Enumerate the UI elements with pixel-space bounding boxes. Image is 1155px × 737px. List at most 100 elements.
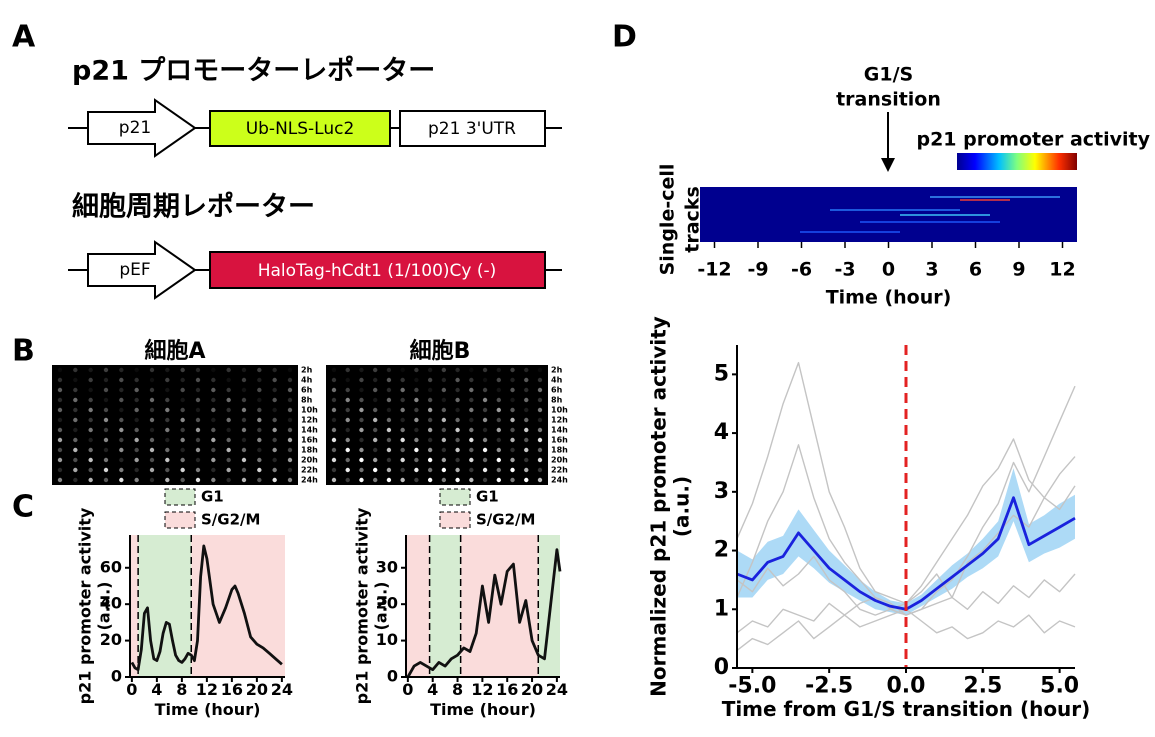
arrow-head — [881, 158, 895, 172]
time-label: 24h — [551, 476, 568, 485]
cell-spot — [241, 437, 247, 443]
x-tick-label: 0 — [882, 259, 895, 281]
y-axis-label: Single-cell — [657, 164, 679, 276]
cell-spot — [103, 417, 109, 423]
cell-spot — [257, 447, 262, 453]
cell-spot — [211, 427, 216, 433]
cell-spot — [345, 437, 350, 443]
cell-spot — [359, 427, 364, 433]
cell-spot — [537, 367, 543, 373]
cell-spot — [400, 367, 405, 373]
cell-spot — [524, 367, 529, 373]
cell-spot — [103, 367, 109, 373]
cell-spot — [455, 387, 460, 393]
cell-spot — [482, 447, 488, 453]
cell-spot — [345, 457, 350, 463]
cell-spot — [103, 477, 109, 483]
cell-spot — [510, 427, 515, 433]
cell-spot — [57, 397, 63, 403]
cell-spot — [400, 387, 405, 393]
cell-spot — [345, 447, 350, 453]
trace-line — [406, 548, 562, 678]
cell-spot — [88, 447, 93, 453]
cell-spot — [455, 407, 460, 413]
cell-spot — [211, 447, 216, 453]
x-tick-label: 24 — [546, 680, 568, 699]
cell-spot — [482, 437, 488, 443]
y-axis-label: Normalized p21 promoter activity — [647, 316, 671, 697]
cell-spot — [165, 367, 170, 373]
cell-spot — [373, 397, 378, 403]
cell-spot — [272, 367, 277, 373]
cell-spot — [57, 447, 63, 453]
cell-spot — [103, 387, 109, 393]
x-tick-label: -9 — [747, 259, 768, 281]
cell-spot — [73, 467, 78, 473]
cell-spot — [441, 427, 447, 433]
cell-spot — [180, 407, 185, 413]
cell-spot — [510, 387, 515, 393]
legend-label: G1 — [476, 488, 499, 506]
cell-spot — [211, 417, 216, 423]
cell-spot — [287, 467, 293, 473]
cell-spot — [272, 427, 277, 433]
cell-spot — [427, 387, 433, 393]
cell-spot — [134, 407, 139, 413]
cell-spot — [510, 477, 515, 483]
phase-span — [406, 535, 430, 677]
y-tick-label: 0 — [714, 655, 729, 680]
cell-spot — [149, 467, 155, 473]
cell-spot — [103, 447, 109, 453]
cell-spot — [103, 397, 109, 403]
cell-spot — [241, 407, 247, 413]
time-label: 8h — [551, 396, 563, 405]
cell-spot — [165, 437, 170, 443]
cell-spot — [149, 457, 155, 463]
cell-spot — [455, 397, 460, 403]
cell-spot — [345, 467, 350, 473]
cell-spot — [226, 447, 231, 453]
annotation: G1/S — [864, 64, 913, 86]
time-label: 16h — [551, 436, 568, 445]
microscopy-image — [52, 365, 298, 485]
cell-spot — [149, 427, 155, 433]
cell-spot — [482, 387, 488, 393]
cell-spot — [272, 407, 277, 413]
cell-spot — [331, 407, 337, 413]
cell-spot — [180, 397, 185, 403]
cell-spot — [226, 457, 231, 463]
cell-spot — [469, 377, 474, 383]
cell-spot — [241, 367, 247, 373]
time-label: 18h — [551, 446, 568, 455]
cell-spot — [257, 417, 262, 423]
cell-spot — [180, 447, 185, 453]
cell-spot — [287, 457, 293, 463]
panel-label: D — [612, 20, 637, 55]
time-label: 12h — [301, 416, 318, 425]
cell-spot — [57, 457, 63, 463]
y-axis-label: (a.u.) — [670, 476, 694, 537]
time-label: 14h — [301, 426, 318, 435]
x-tick-label: 4 — [427, 680, 438, 699]
cell-spot — [469, 437, 474, 443]
cell-spot — [88, 477, 93, 483]
cell-spot — [427, 367, 433, 373]
legend-swatch — [164, 511, 196, 529]
cell-spot — [180, 387, 185, 393]
y-tick-label: 20 — [376, 594, 398, 613]
cell-spot — [482, 367, 488, 373]
heatmap — [700, 187, 1077, 242]
cell-spot — [414, 377, 419, 383]
cell-spot — [272, 377, 277, 383]
cell-spot — [165, 377, 170, 383]
cell-spot — [149, 367, 155, 373]
cell-spot — [134, 477, 139, 483]
cell-spot — [524, 417, 529, 423]
cell-spot — [510, 367, 515, 373]
cell-spot — [510, 407, 515, 413]
cell-spot — [287, 447, 293, 453]
cell-spot — [414, 397, 419, 403]
cell-spot — [88, 417, 93, 423]
cell-spot — [88, 437, 93, 443]
y-axis-label: (a.u.) — [95, 582, 114, 631]
